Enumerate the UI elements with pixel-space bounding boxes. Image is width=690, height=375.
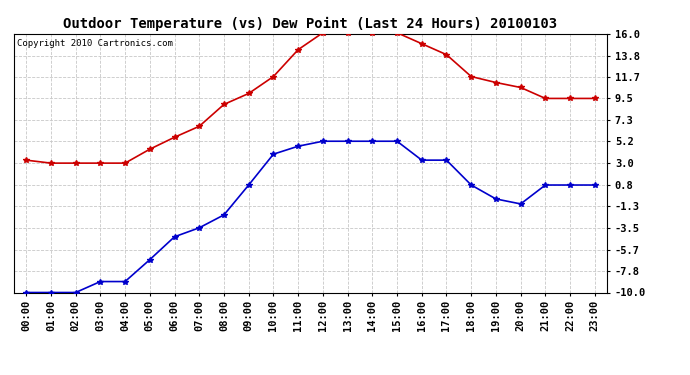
- Text: Copyright 2010 Cartronics.com: Copyright 2010 Cartronics.com: [17, 39, 172, 48]
- Title: Outdoor Temperature (vs) Dew Point (Last 24 Hours) 20100103: Outdoor Temperature (vs) Dew Point (Last…: [63, 17, 558, 31]
